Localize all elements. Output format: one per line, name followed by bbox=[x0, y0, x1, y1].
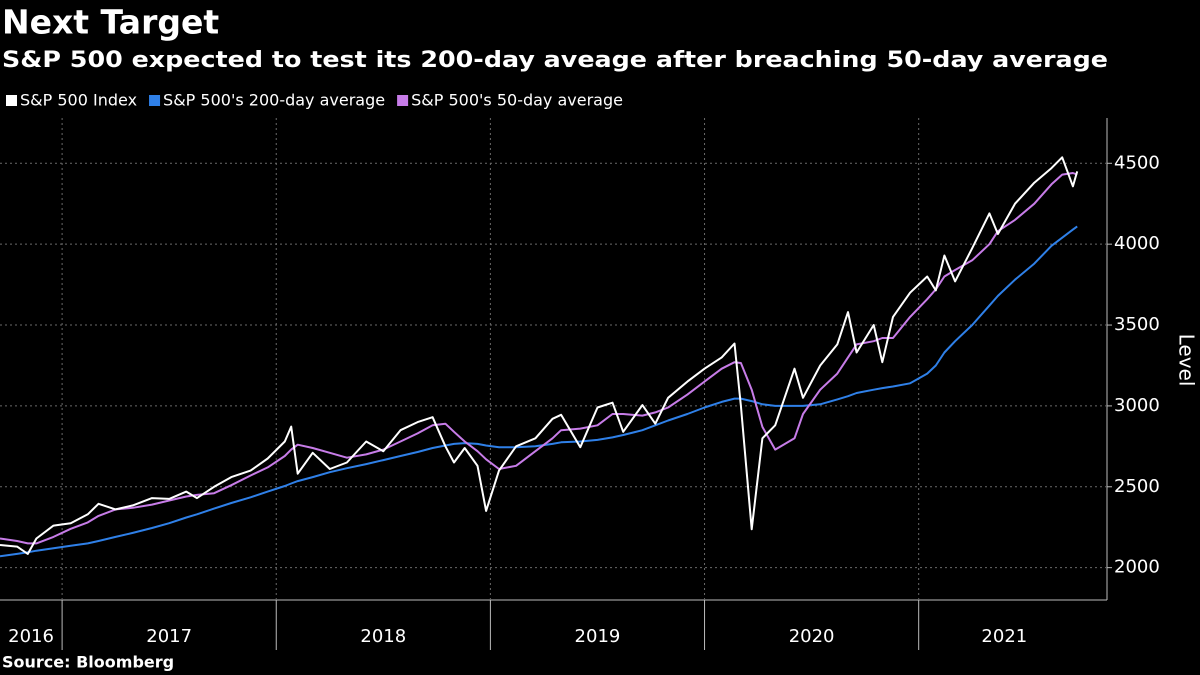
y-tick-label: 2500 bbox=[1114, 476, 1160, 497]
series-line bbox=[0, 172, 1078, 545]
legend-swatch bbox=[397, 95, 409, 106]
legend-swatch bbox=[6, 95, 17, 106]
chart-title: Next Target bbox=[2, 3, 219, 42]
y-tick-label: 3500 bbox=[1114, 314, 1160, 335]
legend-swatch bbox=[149, 95, 161, 106]
legend-label: S&P 500 Index bbox=[20, 91, 137, 110]
series-line bbox=[0, 225, 1078, 558]
x-tick-label: 2017 bbox=[146, 626, 192, 647]
legend-label: S&P 500's 200-day average bbox=[163, 91, 385, 110]
series-line bbox=[0, 156, 1079, 555]
y-tick-label: 4000 bbox=[1114, 233, 1160, 254]
source: Source: Bloomberg bbox=[2, 653, 174, 672]
y-tick-label: 4500 bbox=[1114, 152, 1160, 173]
x-tick-label: 2020 bbox=[789, 626, 835, 647]
x-tick-label: 2018 bbox=[360, 626, 406, 647]
x-tick-label: 2019 bbox=[575, 626, 621, 647]
y-tick-label: 3000 bbox=[1114, 395, 1160, 416]
legend-label: S&P 500's 50-day average bbox=[411, 91, 623, 110]
y-tick-label: 2000 bbox=[1114, 557, 1160, 578]
chart-subtitle: S&P 500 expected to test its 200-day ave… bbox=[2, 48, 1108, 73]
y-axis-label: Level bbox=[1175, 334, 1199, 387]
x-tick-label: 2016 bbox=[8, 626, 54, 647]
x-tick-label: 2021 bbox=[981, 626, 1027, 647]
